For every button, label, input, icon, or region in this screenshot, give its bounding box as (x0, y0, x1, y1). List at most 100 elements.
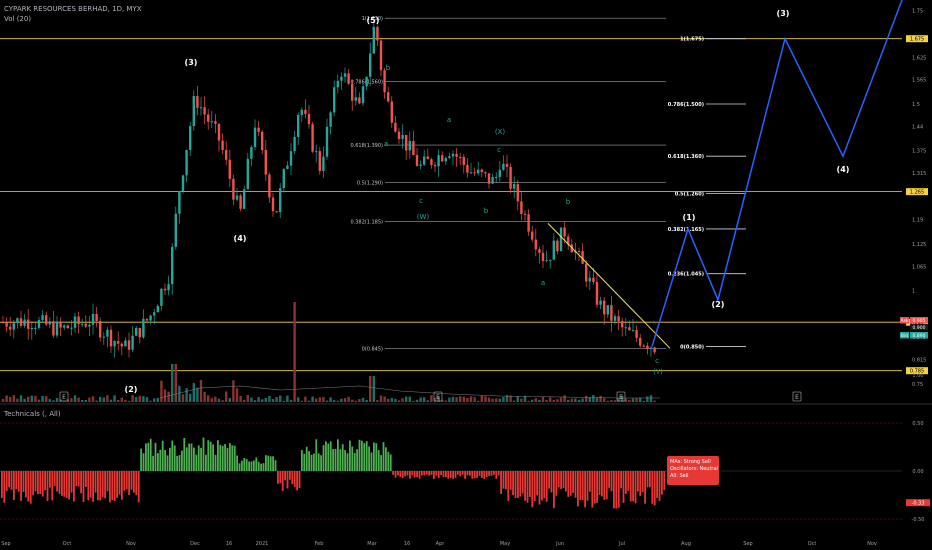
technicals-bar (521, 471, 524, 494)
volume-bar (592, 395, 595, 402)
technicals-bar (457, 471, 459, 475)
technicals-bar (663, 471, 666, 490)
candle-body (563, 227, 566, 237)
volume-bar (372, 376, 375, 402)
volume-bar (437, 396, 440, 402)
elliott-wave-label: (3) (185, 58, 198, 67)
candle-body (516, 184, 519, 202)
volume-bar (12, 395, 15, 402)
volume-bar (527, 400, 530, 402)
candle-body (376, 26, 379, 41)
volume-bar (153, 398, 156, 402)
volume-bar (127, 400, 131, 402)
volume-bar (109, 399, 113, 402)
volume-bar (145, 397, 149, 402)
volume-bar (52, 400, 55, 402)
technicals-bar (3, 471, 6, 503)
candle-body (527, 214, 530, 232)
candle-body (23, 319, 26, 326)
technicals-bar (608, 471, 610, 488)
candles-group (1, 20, 656, 358)
technicals-info-line: All: Sell (670, 473, 689, 479)
candle-body (437, 155, 440, 167)
technicals-bar (649, 471, 651, 488)
technicals-bar (514, 471, 517, 498)
volume-bar (379, 395, 383, 402)
technicals-bar (231, 445, 234, 471)
volume-bar (585, 395, 588, 402)
candle-body (628, 327, 631, 331)
technicals-bar (195, 454, 198, 471)
candle-body (30, 327, 33, 329)
volume-bar (142, 396, 145, 402)
volume-bar (171, 364, 174, 402)
volume-bar (261, 399, 264, 402)
technicals-bar (296, 471, 298, 491)
candle-body (102, 336, 105, 338)
candle-body (156, 305, 159, 313)
candle-body (585, 263, 588, 282)
volume-bar (570, 398, 573, 402)
technicals-bar (560, 471, 562, 490)
technicals-bar (629, 471, 632, 502)
volume-bar (646, 396, 649, 402)
candle-body (394, 122, 397, 132)
volume-bar (232, 380, 235, 402)
volume-bar (318, 397, 321, 402)
candle-body (243, 189, 246, 209)
technicals-bar (375, 443, 378, 471)
technicals-bar (104, 471, 106, 499)
time-axis-label: 16 (226, 541, 232, 547)
technicals-bar (646, 471, 649, 488)
technicals-bar (634, 471, 637, 504)
candle-body (405, 135, 408, 151)
technicals-bar (253, 460, 255, 471)
elliott-wave-label: (4) (837, 165, 850, 174)
candle-body (261, 131, 264, 151)
candle-body (653, 347, 656, 353)
quote-tag-label-bg (900, 332, 909, 339)
volume-bar (649, 395, 653, 402)
volume-bar (387, 398, 390, 402)
technicals-bar (70, 471, 73, 493)
volume-bar (9, 397, 12, 402)
technicals-bar (317, 453, 320, 471)
candle-body (153, 312, 156, 316)
candle-body (361, 86, 365, 104)
fib-projection-label: 0.382(1.165) (668, 227, 704, 233)
technicals-bar (99, 471, 102, 501)
elliott-wave-label: a (541, 279, 545, 287)
volume-bar (210, 398, 213, 402)
technicals-bar (543, 471, 546, 499)
earnings-marker-text: E (795, 394, 799, 401)
technicals-bar (15, 471, 18, 490)
volume-bar (185, 388, 188, 402)
candle-body (358, 97, 361, 104)
price-axis-tick: 1.065 (912, 264, 926, 270)
projection-path (651, 0, 903, 347)
volume-bar (304, 396, 307, 402)
technicals-bar (365, 441, 368, 471)
volume-bar (297, 397, 300, 402)
candle-body (617, 316, 620, 322)
volume-bar (599, 395, 602, 402)
earnings-marker-text: E (436, 394, 440, 401)
technicals-bar (620, 471, 622, 489)
technicals-bar (555, 471, 558, 496)
technicals-bar (409, 471, 411, 479)
technicals-bar (406, 471, 409, 476)
technicals-bar (349, 440, 351, 471)
candle-body (646, 345, 649, 349)
technicals-bar (176, 455, 178, 471)
technicals-bar (277, 471, 279, 484)
volume-bar (419, 397, 422, 402)
price-axis-tick: 1.5 (912, 102, 920, 108)
volume-bar (124, 399, 127, 402)
volume-bar (149, 400, 152, 402)
technicals-bar (214, 454, 217, 471)
technicals-bar (130, 471, 133, 490)
technicals-bar (613, 471, 615, 509)
volume-bar (207, 395, 210, 402)
candle-body (210, 121, 213, 123)
